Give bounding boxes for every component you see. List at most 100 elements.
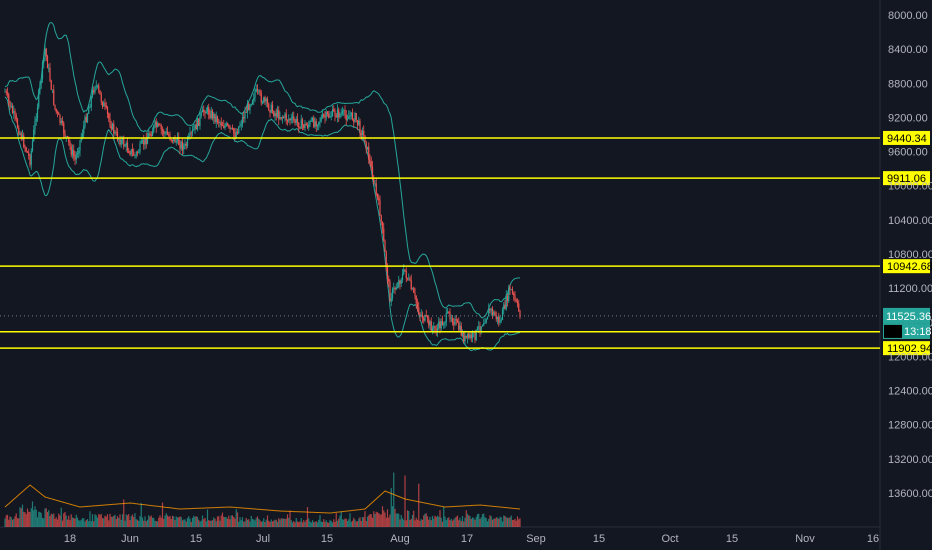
volume-bar [364,511,366,527]
volume-bar [16,518,19,527]
candle-body [383,228,385,241]
candle-body [398,280,400,287]
candle-body [454,319,456,325]
candle-body [255,89,257,92]
volume-bar [240,520,242,527]
volume-bar [420,519,422,527]
candle-body [403,269,405,274]
volume-bar [203,519,205,527]
volume-bar [36,517,39,527]
candle-body [481,325,484,327]
volume-bar [276,521,279,527]
candle-body [315,121,317,127]
candle-body [394,287,396,290]
volume-bar [198,519,200,527]
candle-body [335,115,337,118]
volume-bar [336,520,339,527]
candle-body [320,117,322,122]
volume-bar [371,517,374,527]
volume-bar [4,518,6,527]
volume-bar [6,514,9,527]
volume-bar [140,503,142,527]
candle-body [360,133,362,135]
candle-body [486,316,489,320]
volume-bar [446,518,449,527]
candle-body [86,113,89,122]
time-axis[interactable]: 18 Jun 15 Jul 15 Aug 17 Sep 15 Oct 15 Nov 16 [64,533,879,545]
volume-bar [55,517,57,527]
candle-body [239,125,241,127]
volume-bar [363,517,365,527]
candle-body [225,123,227,126]
volume-bar [119,514,121,527]
volume-bar [366,516,369,527]
volume-bar [475,516,477,527]
price-axis[interactable]: 8000.00 8400.00 8800.00 9200.00 9600.00 10000… [888,10,932,500]
candle-body [289,119,291,121]
volume-bar [308,518,310,527]
volume-bar [318,519,320,527]
candle-body [318,121,320,125]
candle-body [175,141,177,143]
volume-bar [335,513,337,527]
volume-bars [4,472,521,527]
volume-bar [48,510,50,527]
volume-bar [323,519,325,527]
horizontal-level-tag [883,171,930,186]
volume-bar [30,508,32,527]
candle-body [15,115,17,120]
candle-body [121,138,124,140]
volume-bar [179,516,181,527]
lower-band [4,96,521,352]
candle-body [425,315,427,317]
candle-body [270,104,272,113]
volume-bar [411,514,414,527]
candle-body [20,133,22,140]
candle-body [178,137,180,145]
volume-bar [496,517,499,527]
candle-body [243,117,245,119]
volume-bar [271,521,274,527]
volume-bar [504,515,506,527]
candle-body [480,326,482,332]
candle-body [333,109,335,112]
volume-bar [299,521,301,527]
volume-bar [230,515,232,527]
candle-body [430,321,432,331]
candle-body [346,118,349,121]
volume-bar [118,517,120,527]
volume-bar [338,518,340,527]
volume-bar [331,522,334,527]
last-price-tag [883,307,930,324]
volume-bar [444,516,446,527]
candle-body [266,98,269,104]
candle-body [120,139,122,145]
volume-bar [15,513,17,527]
candle-body [214,113,216,123]
candle-body [433,326,435,328]
volume-bar [205,521,207,527]
volume-bar [214,518,216,527]
candle-body [204,111,206,114]
candle-body [203,109,205,112]
candle-body [518,303,520,311]
time-tick-label: 15 [190,533,202,545]
candle-body [219,122,221,124]
volume-bar [488,518,490,527]
candle-body [198,118,200,127]
candle-body [279,117,281,120]
volume-bar [421,519,424,527]
candle-body [411,288,414,290]
volume-bar [375,511,377,527]
volume-bar [373,511,375,527]
volume-bar [69,520,71,527]
volume-bar [426,516,429,527]
volume-bar [33,510,35,527]
candle-body [468,333,470,338]
candle-body [356,120,359,125]
candle-body [230,127,232,129]
volume-bar [35,509,37,527]
volume-bar [90,521,92,527]
candle-body [133,151,135,156]
